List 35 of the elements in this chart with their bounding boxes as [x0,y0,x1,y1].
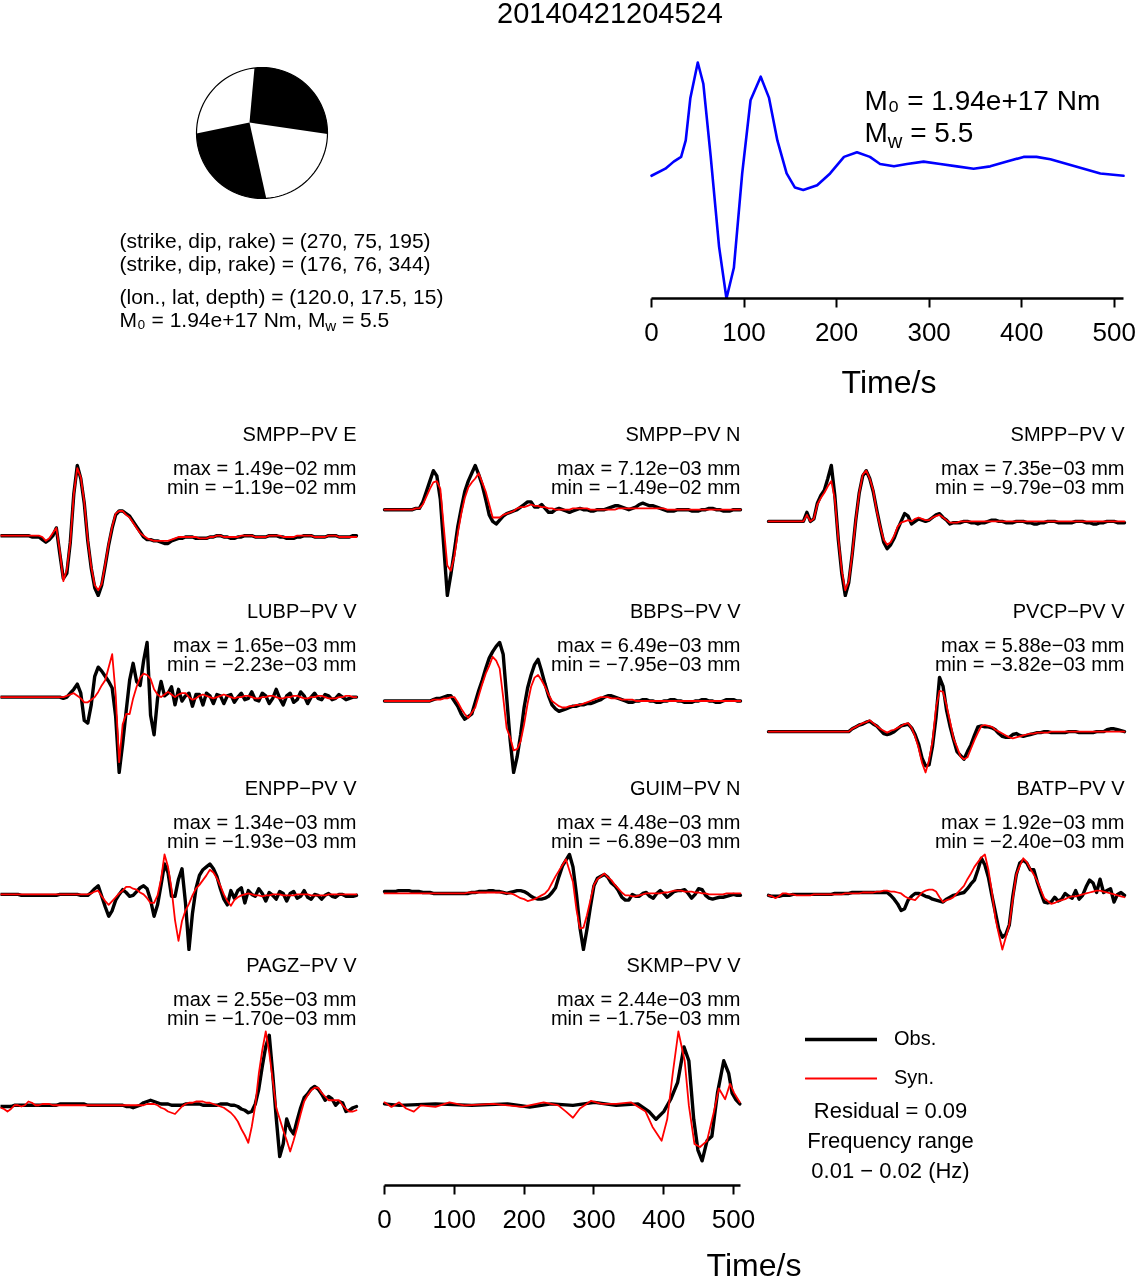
x-tick-label: 300 [572,1203,616,1234]
x-tick-label: 500 [711,1203,756,1234]
text: 20140421204524 [497,0,723,29]
x-tick-label: 200 [814,316,859,347]
chart-title: PAGZ−PV V [246,953,358,976]
x-tick-label: 200 [502,1203,546,1234]
text: 0.01 − 0.02 (Hz) [811,1158,970,1183]
x-tick-label: 500 [1092,316,1136,347]
x-tick-label: 400 [642,1203,686,1234]
x-tick-label: 0 [644,316,659,347]
text: (lon., lat, depth) = (120.0, 17.5, 15) [119,285,444,308]
x-tick-label: 300 [907,316,951,347]
legend-label: Syn. [894,1066,935,1089]
chart-title: SMPP−PV N [625,422,741,445]
x-tick-label: 400 [1000,316,1044,347]
text: Frequency range [807,1128,974,1153]
x-axis-title: Time/s [706,1246,802,1283]
x-axis-title: Time/s [841,363,937,400]
chart-title: PVCP−PV V [1012,599,1126,622]
chart-title: SMPP−PV E [242,422,357,445]
chart-title: SMPP−PV V [1010,422,1126,445]
chart-title: LUBP−PV V [247,599,358,622]
legend-label: Obs. [894,1027,937,1050]
text: (strike, dip, rake) = (270, 75, 195) [119,229,431,252]
text: Residual = 0.09 [813,1098,968,1123]
chart-title: ENPP−PV V [244,776,358,799]
x-tick-label: 100 [432,1203,476,1234]
chart-title: BATP−PV V [1016,776,1126,799]
chart-title: BBPS−PV V [629,599,742,622]
chart-title: SKMP−PV V [626,953,742,976]
annotation: M₀ = 1.94e+17 Nm [864,85,1101,116]
chart-title: GUIM−PV N [629,776,741,799]
x-tick-label: 0 [377,1203,392,1234]
x-tick-label: 100 [722,316,766,347]
text: (strike, dip, rake) = (176, 76, 344) [119,252,431,275]
